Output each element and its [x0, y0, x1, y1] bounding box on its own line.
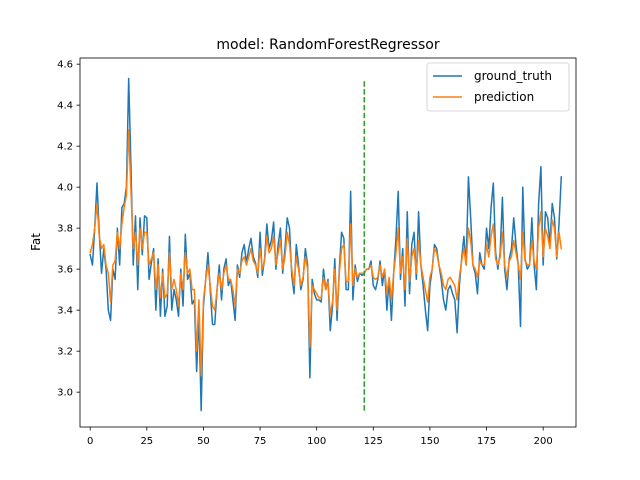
- legend: ground_truth prediction: [426, 62, 570, 112]
- y-tick-label: 4.2: [57, 142, 73, 153]
- y-tick-label: 3.8: [57, 224, 73, 235]
- x-tick-label: 0: [87, 436, 93, 447]
- y-tick-label: 3.0: [57, 388, 73, 399]
- y-tick-label: 4.4: [57, 101, 73, 112]
- chart-title: model: RandomForestRegressor: [216, 37, 439, 53]
- x-tick-label: 200: [534, 436, 553, 447]
- axes: 0 25 50 75 100 125 150 175 200 3.0 3.2 3.4 3.6 3.8 4.0…: [57, 57, 577, 447]
- plot-area: [89, 77, 563, 412]
- x-tick-label: 125: [364, 436, 383, 447]
- y-tick-label: 3.2: [57, 347, 73, 358]
- legend-box: [426, 62, 570, 112]
- y-tick-label: 4.0: [57, 183, 73, 194]
- axes-frame: [79, 57, 577, 428]
- series-group: [89, 77, 563, 412]
- x-tick-label: 175: [477, 436, 496, 447]
- y-tick-label: 3.6: [57, 265, 73, 276]
- y-tick-label: 3.4: [57, 306, 73, 317]
- y-tick-label: 4.6: [57, 60, 73, 71]
- x-tick-label: 75: [254, 436, 267, 447]
- x-tick-label: 150: [420, 436, 439, 447]
- x-tick-label: 100: [307, 436, 326, 447]
- y-axis-label: Fat: [29, 233, 43, 251]
- series-line-prediction: [89, 129, 563, 377]
- legend-label-prediction: prediction: [474, 90, 534, 104]
- x-tick-label: 50: [197, 436, 210, 447]
- legend-label-ground-truth: ground_truth: [474, 69, 552, 83]
- x-tick-label: 25: [140, 436, 153, 447]
